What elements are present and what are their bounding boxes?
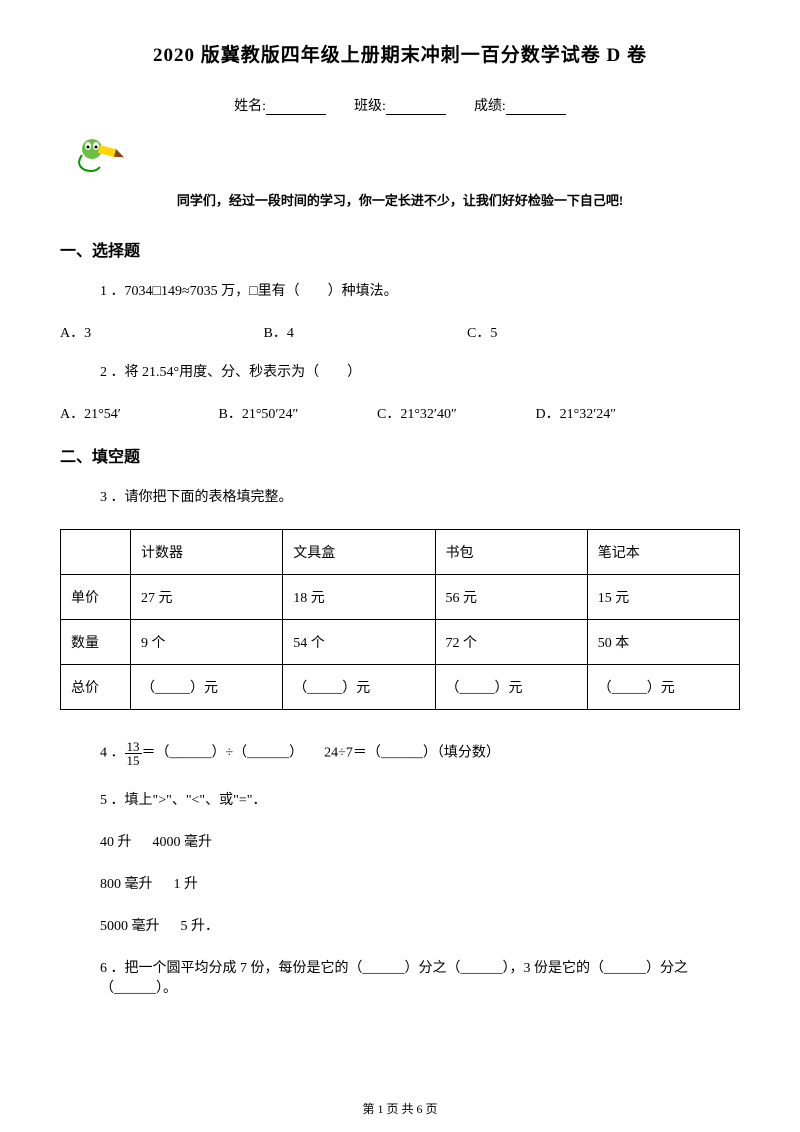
question-6: 6 ．把一个圆平均分成 7 份，每份是它的（______）分之（______），… xyxy=(100,957,740,997)
table-row: 单价 27 元 18 元 56 元 15 元 xyxy=(61,574,740,619)
question-1: 1 ．7034□149≈7035 万，□里有（ ）种填法。 xyxy=(100,279,740,304)
table-cell[interactable]: （_____）元 xyxy=(587,664,739,709)
name-blank[interactable] xyxy=(266,101,326,115)
q2-option-c: C．21°32′40″ xyxy=(377,403,532,423)
page-footer: 第 1 页 共 6 页 xyxy=(0,1100,800,1117)
table-cell: 18 元 xyxy=(283,574,435,619)
table-cell[interactable]: （_____）元 xyxy=(131,664,283,709)
q5-l2b: 1 升 xyxy=(174,877,199,892)
section-1-header: 一、选择题 xyxy=(60,237,740,261)
table-row: 数量 9 个 54 个 72 个 50 本 xyxy=(61,619,740,664)
table-cell: 计数器 xyxy=(131,529,283,574)
q2-option-a: A．21°54′ xyxy=(60,403,215,423)
table-row: 总价 （_____）元 （_____）元 （_____）元 （_____）元 xyxy=(61,664,740,709)
score-label: 成绩: xyxy=(474,99,506,114)
question-2: 2 ．将 21.54°用度、分、秒表示为（ ） xyxy=(100,360,740,385)
question-3: 3 ．请你把下面的表格填完整。 xyxy=(100,485,740,510)
table-cell: 文具盒 xyxy=(283,529,435,574)
table-cell: 15 元 xyxy=(587,574,739,619)
score-blank[interactable] xyxy=(506,101,566,115)
table-cell[interactable]: （_____）元 xyxy=(435,664,587,709)
q5-l1a: 40 升 xyxy=(100,835,132,850)
student-info-line: 姓名: 班级: 成绩: xyxy=(60,95,740,115)
q2-option-b: B．21°50′24″ xyxy=(219,403,374,423)
question-2-options: A．21°54′ B．21°50′24″ C．21°32′40″ D．21°32… xyxy=(60,403,740,423)
q5-l1b: 4000 毫升 xyxy=(153,835,213,850)
section-2-header: 二、填空题 xyxy=(60,443,740,467)
pencil-icon xyxy=(70,135,130,175)
q5-line2: 800 毫升 1 升 xyxy=(100,873,740,893)
q4-rest: ＝（______）÷（______） 24÷7＝（______）（填分数） xyxy=(142,745,500,760)
q2-option-d: D．21°32′24″ xyxy=(536,403,617,423)
q1-option-b: B．4 xyxy=(264,322,464,342)
q1-option-a: A．3 xyxy=(60,322,260,342)
q5-l2a: 800 毫升 xyxy=(100,877,153,892)
table-cell: 9 个 xyxy=(131,619,283,664)
table-row: 计数器 文具盒 书包 笔记本 xyxy=(61,529,740,574)
table-cell: 27 元 xyxy=(131,574,283,619)
q5-line1: 40 升 4000 毫升 xyxy=(100,831,740,851)
table-cell xyxy=(61,529,131,574)
q4-prefix: 4 ． xyxy=(100,745,125,760)
q3-table: 计数器 文具盒 书包 笔记本 单价 27 元 18 元 56 元 15 元 数量… xyxy=(60,529,740,710)
encourage-text: 同学们，经过一段时间的学习，你一定长进不少，让我们好好检验一下自己吧! xyxy=(60,190,740,209)
q1-option-c: C．5 xyxy=(467,322,497,342)
pencil-decoration xyxy=(70,135,740,180)
question-5: 5 ．填上">"、"<"、或"="． xyxy=(100,789,740,809)
table-cell[interactable]: （_____）元 xyxy=(283,664,435,709)
q5-l3b: 5 升． xyxy=(181,919,220,934)
fraction-icon: 1315 xyxy=(125,740,142,767)
table-cell: 书包 xyxy=(435,529,587,574)
table-cell: 笔记本 xyxy=(587,529,739,574)
class-blank[interactable] xyxy=(386,101,446,115)
table-cell: 总价 xyxy=(61,664,131,709)
q5-l3a: 5000 毫升 xyxy=(100,919,160,934)
name-label: 姓名: xyxy=(234,99,266,114)
question-4: 4 ．1315＝（______）÷（______） 24÷7＝（______）（… xyxy=(100,740,740,767)
frac-den: 15 xyxy=(125,754,142,767)
table-cell: 72 个 xyxy=(435,619,587,664)
frac-num: 13 xyxy=(125,740,142,754)
table-cell: 56 元 xyxy=(435,574,587,619)
table-cell: 数量 xyxy=(61,619,131,664)
q5-line3: 5000 毫升 5 升． xyxy=(100,915,740,935)
class-label: 班级: xyxy=(354,99,386,114)
question-1-options: A．3 B．4 C．5 xyxy=(60,322,740,342)
table-cell: 54 个 xyxy=(283,619,435,664)
table-cell: 50 本 xyxy=(587,619,739,664)
page-title: 2020 版冀教版四年级上册期末冲刺一百分数学试卷 D 卷 xyxy=(60,40,740,67)
table-cell: 单价 xyxy=(61,574,131,619)
